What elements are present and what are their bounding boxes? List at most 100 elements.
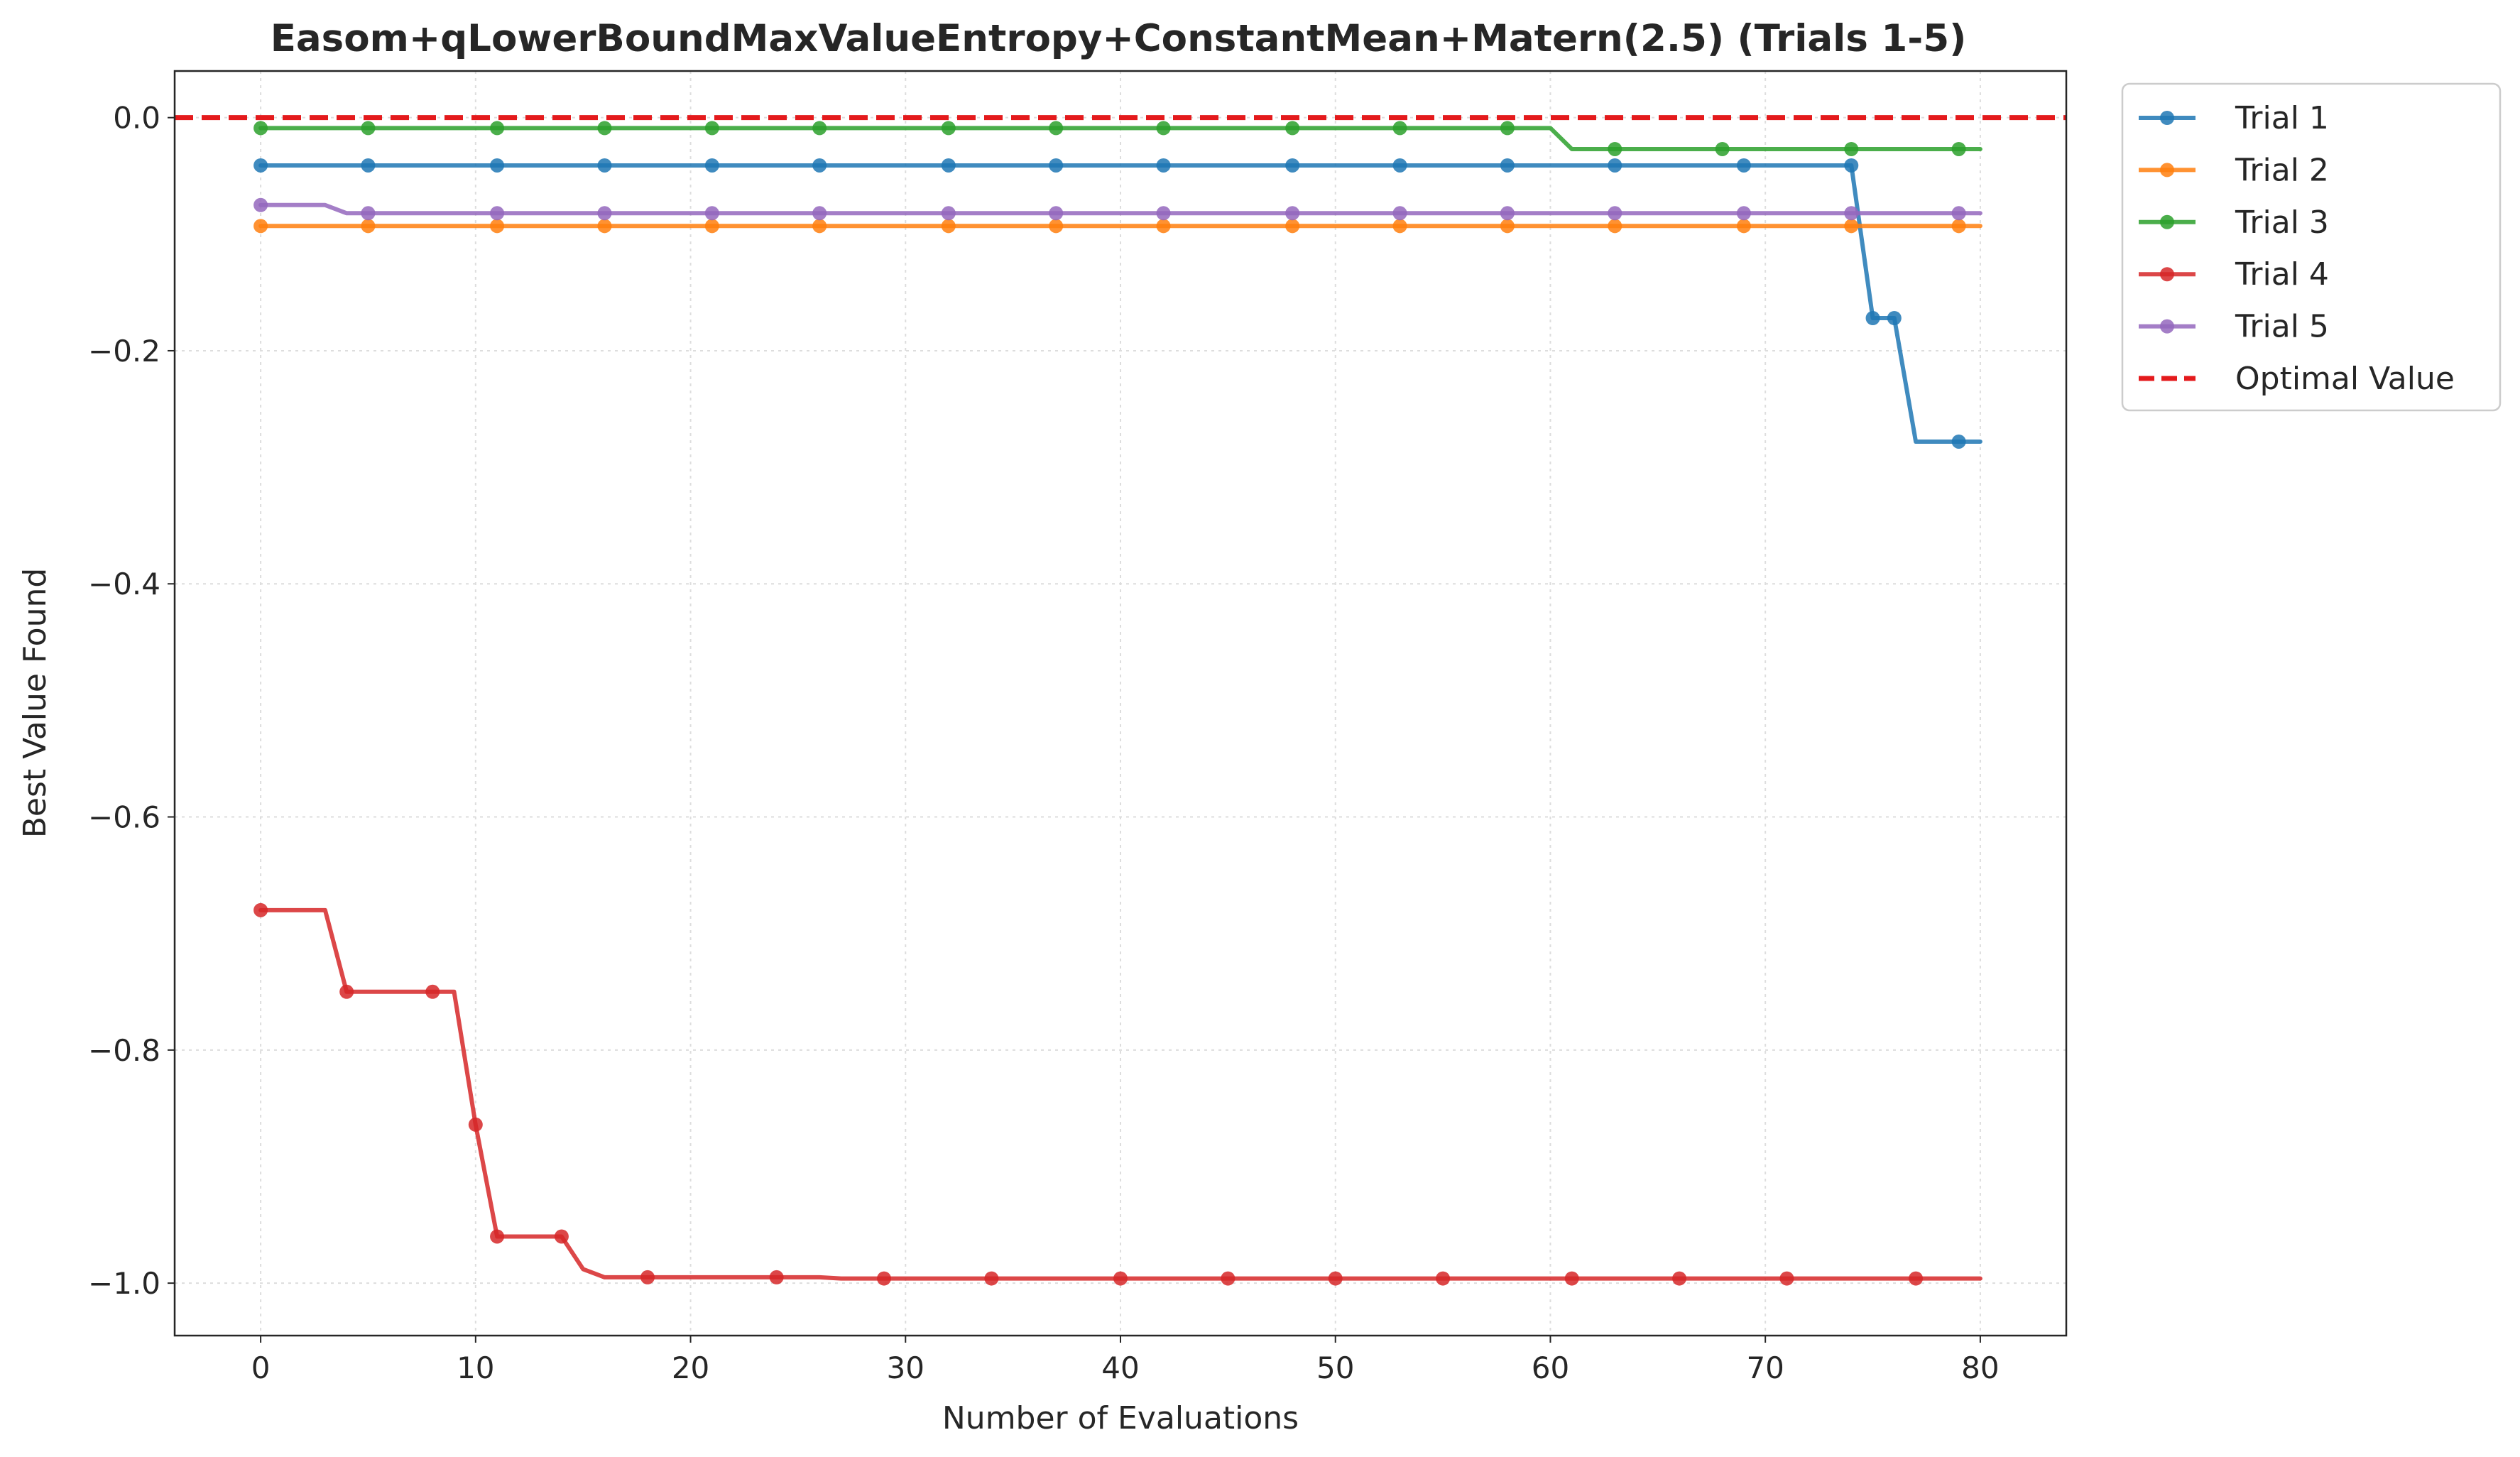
trial-5-marker — [812, 206, 827, 221]
trial-2-marker — [704, 219, 719, 234]
legend-label-trial-5: Trial 5 — [2235, 309, 2329, 345]
trial-5-marker — [1392, 206, 1407, 221]
trial-3-marker — [1608, 141, 1622, 156]
trial-5-marker — [253, 197, 268, 212]
legend-marker-trial-3 — [2160, 214, 2174, 229]
trial-1-marker — [597, 158, 612, 173]
trial-3-marker — [597, 121, 612, 136]
trial-2-marker — [1736, 219, 1751, 234]
grid — [175, 71, 2066, 1336]
x-axis-ticks: 0 10 20 30 40 50 60 70 80 — [251, 1336, 2000, 1385]
trial-1-marker — [361, 158, 376, 173]
trial-1-marker — [1285, 158, 1300, 173]
y-tick-label: −1.0 — [88, 1266, 160, 1301]
trial-5-marker — [1285, 206, 1300, 221]
trial-4-marker — [490, 1229, 505, 1244]
trial-3-line — [258, 126, 1982, 151]
trial-3-marker — [1156, 121, 1171, 136]
trial-1-line — [258, 163, 1982, 444]
y-axis-label: Best Value Found — [17, 568, 53, 839]
trial-3-marker — [490, 121, 505, 136]
x-tick-label: 40 — [1101, 1350, 1139, 1385]
x-tick-label: 50 — [1316, 1350, 1354, 1385]
legend-marker-trial-5 — [2160, 319, 2174, 334]
plot-area — [175, 115, 2066, 1286]
trial-4-line — [258, 907, 1982, 1281]
trial-2-marker — [1951, 219, 1966, 234]
legend-label-trial-3: Trial 3 — [2235, 204, 2329, 241]
trial-2-marker — [597, 219, 612, 234]
trial-5-marker — [1736, 206, 1751, 221]
trial-2-marker — [490, 219, 505, 234]
trial-2-marker — [812, 219, 827, 234]
trial-5-marker — [361, 206, 376, 221]
trial-1-marker — [941, 158, 956, 173]
x-tick-label: 10 — [457, 1350, 494, 1385]
trial-4-marker — [425, 984, 440, 999]
trial-2-marker — [1500, 219, 1515, 234]
legend-marker-trial-1 — [2160, 111, 2174, 125]
trial-1-marker — [812, 158, 827, 173]
chart-title: Easom+qLowerBoundMaxValueEntropy+Constan… — [271, 17, 1967, 60]
legend-label-optimal-value: Optimal Value — [2235, 361, 2455, 397]
trial-4-marker — [1672, 1271, 1687, 1286]
trial-3-marker — [704, 121, 719, 136]
x-tick-label: 80 — [1961, 1350, 1999, 1385]
x-tick-label: 20 — [672, 1350, 709, 1385]
y-tick-label: −0.4 — [88, 567, 160, 601]
trial-2-marker — [1392, 219, 1407, 234]
trial-1-marker — [1156, 158, 1171, 173]
trial-1-marker — [1500, 158, 1515, 173]
trial-2-marker — [361, 219, 376, 234]
x-axis-label: Number of Evaluations — [942, 1400, 1299, 1436]
x-tick-label: 0 — [251, 1350, 271, 1385]
trial-1-marker — [1392, 158, 1407, 173]
x-tick-label: 60 — [1532, 1350, 1569, 1385]
trial-5-marker — [1844, 206, 1859, 221]
legend: Trial 1 Trial 2 Trial 3 Trial 4 Trial 5 Optim… — [2121, 82, 2502, 412]
trial-4-marker — [984, 1271, 999, 1286]
trial-1-marker — [1865, 310, 1880, 325]
y-tick-label: −0.6 — [88, 800, 160, 835]
trial-2-marker — [1049, 219, 1064, 234]
y-tick-label: −0.2 — [88, 334, 160, 369]
trial-2-marker — [253, 219, 268, 234]
legend-marker-trial-4 — [2160, 267, 2174, 282]
trial-2-marker — [1285, 219, 1300, 234]
trial-5-marker — [941, 206, 956, 221]
trial-1-marker — [1736, 158, 1751, 173]
trial-3-marker — [812, 121, 827, 136]
legend-frame — [2121, 82, 2502, 412]
legend-label-trial-1: Trial 1 — [2235, 100, 2329, 136]
legend-marker-trial-2 — [2160, 163, 2174, 178]
trial-4-marker — [1564, 1271, 1579, 1286]
trial-1-marker — [704, 158, 719, 173]
trial-4-marker — [1221, 1271, 1236, 1286]
trial-1-marker — [490, 158, 505, 173]
trial-5-marker — [1608, 206, 1622, 221]
trial-3-marker — [361, 121, 376, 136]
trial-2-marker — [1156, 219, 1171, 234]
trial-3-marker — [1392, 121, 1407, 136]
trial-3-marker — [253, 121, 268, 136]
trial-1-marker — [253, 158, 268, 173]
trial-4-marker — [877, 1271, 891, 1286]
trial-3-marker — [1715, 141, 1730, 156]
y-tick-label: 0.0 — [113, 101, 160, 136]
trial-4-marker — [640, 1270, 655, 1284]
trial-5-marker — [597, 206, 612, 221]
trial-5-marker — [1156, 206, 1171, 221]
trial-5-marker — [704, 206, 719, 221]
y-axis-ticks: 0.0 −0.2 −0.4 −0.6 −0.8 −1.0 — [88, 101, 175, 1301]
trial-4-marker — [1113, 1271, 1128, 1286]
trial-4-marker — [253, 902, 268, 917]
trial-5-marker — [1049, 206, 1064, 221]
trial-4-marker — [339, 984, 354, 999]
trial-3-marker — [1844, 141, 1859, 156]
trial-1-marker — [1049, 158, 1064, 173]
trial-5-marker — [1951, 206, 1966, 221]
trial-4-marker — [1436, 1271, 1451, 1286]
trial-4-marker — [1909, 1271, 1924, 1286]
